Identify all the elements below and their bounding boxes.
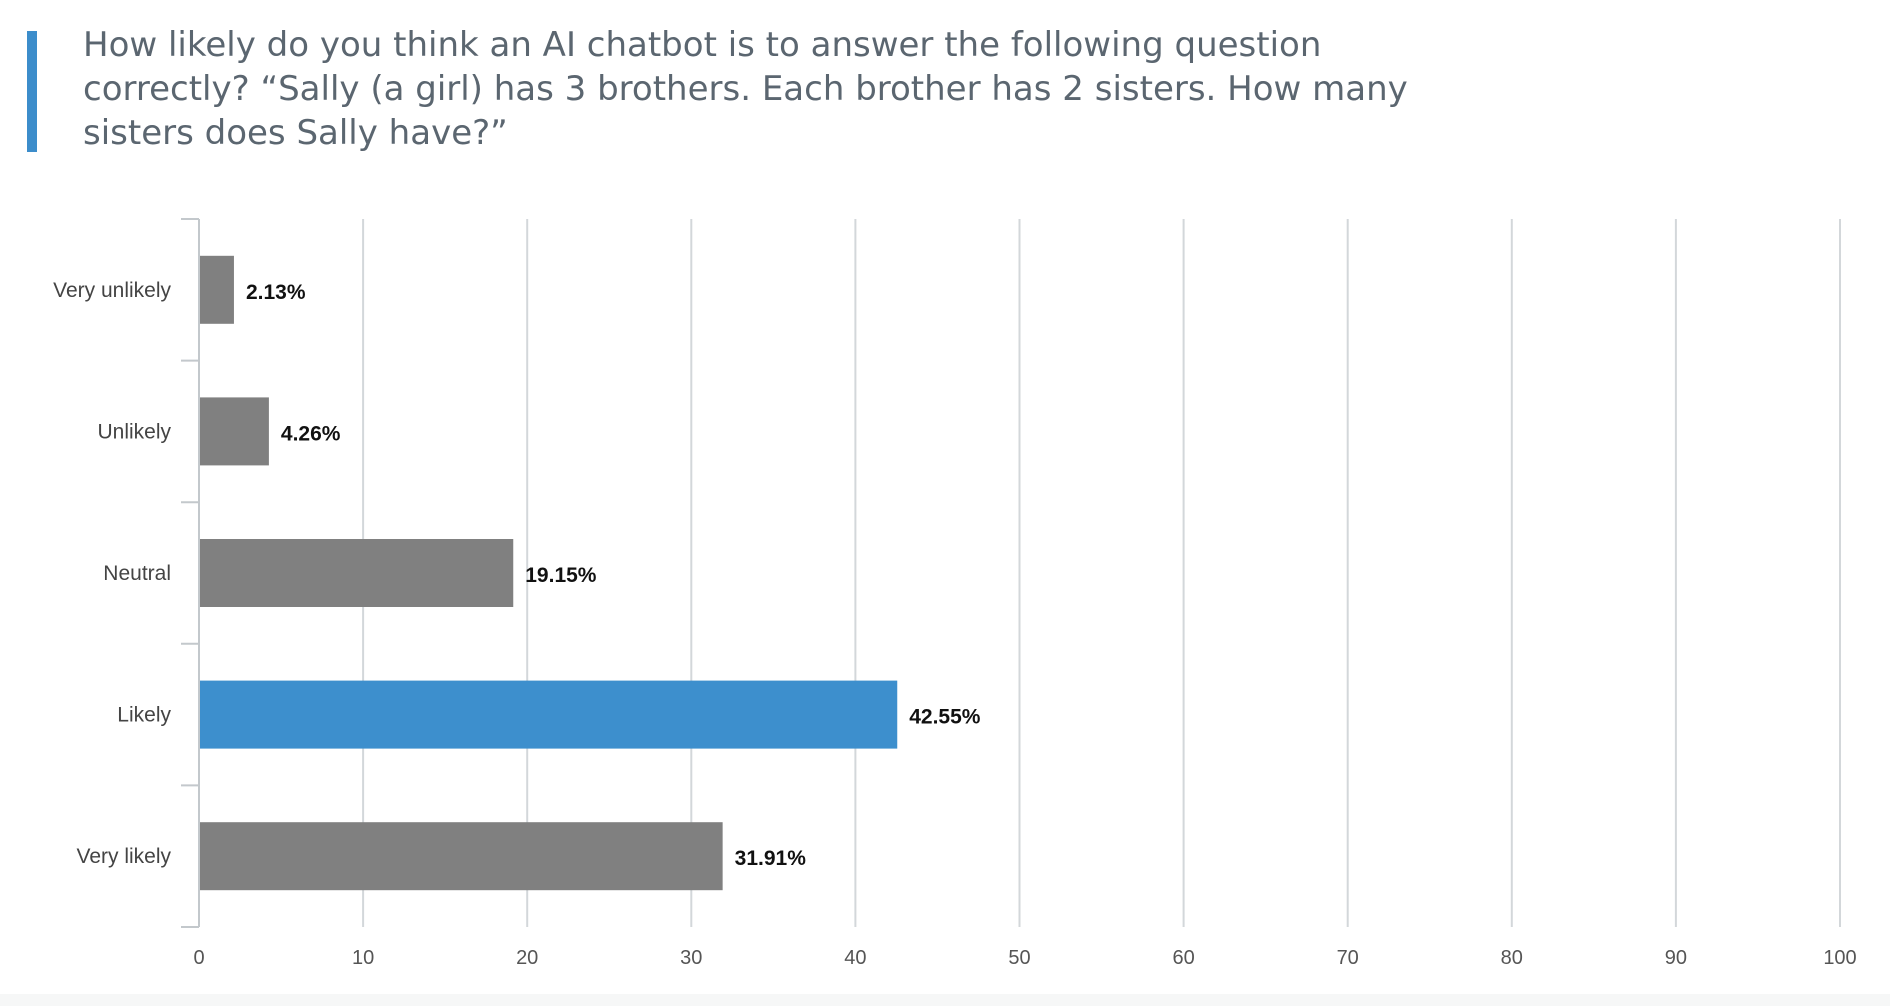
x-tick-label: 50 (1008, 947, 1030, 969)
bar-very-unlikely (200, 255, 234, 324)
value-label: 4.26% (281, 422, 341, 445)
category-label: Unlikely (97, 420, 171, 443)
x-tick-label: 20 (516, 947, 538, 969)
x-tick-label: 70 (1337, 947, 1359, 969)
x-tick-label: 30 (680, 947, 702, 969)
bars (200, 255, 898, 891)
value-label: 42.55% (909, 706, 981, 729)
bar-very-likely (200, 822, 723, 891)
x-tick-label: 100 (1823, 947, 1856, 969)
bottom-strip (0, 994, 1890, 1006)
x-tick-label: 40 (844, 947, 866, 969)
x-tick-label: 60 (1172, 947, 1194, 969)
gridlines (362, 219, 1841, 927)
x-tick-label: 0 (193, 947, 204, 969)
category-label: Very likely (76, 845, 171, 868)
x-tick-label: 10 (352, 947, 374, 969)
axes (181, 218, 200, 928)
bar-neutral (200, 539, 514, 607)
bar-likely (200, 680, 898, 749)
x-tick-label: 80 (1501, 947, 1523, 969)
category-label: Very unlikely (53, 279, 171, 302)
category-label: Neutral (103, 562, 171, 585)
question-title: How likely do you think an AI chatbot is… (83, 25, 1408, 153)
labels: 0 10 20 30 40 50 60 70 80 90 100 Very unlikely 2.13%… (53, 279, 1857, 969)
value-label: 19.15% (525, 564, 597, 587)
value-label: 31.91% (735, 847, 807, 870)
category-label: Likely (117, 704, 171, 727)
bar-unlikely (200, 397, 269, 466)
value-label: 2.13% (246, 281, 306, 304)
question-accent-bar (27, 31, 37, 152)
x-tick-label: 90 (1665, 947, 1687, 969)
